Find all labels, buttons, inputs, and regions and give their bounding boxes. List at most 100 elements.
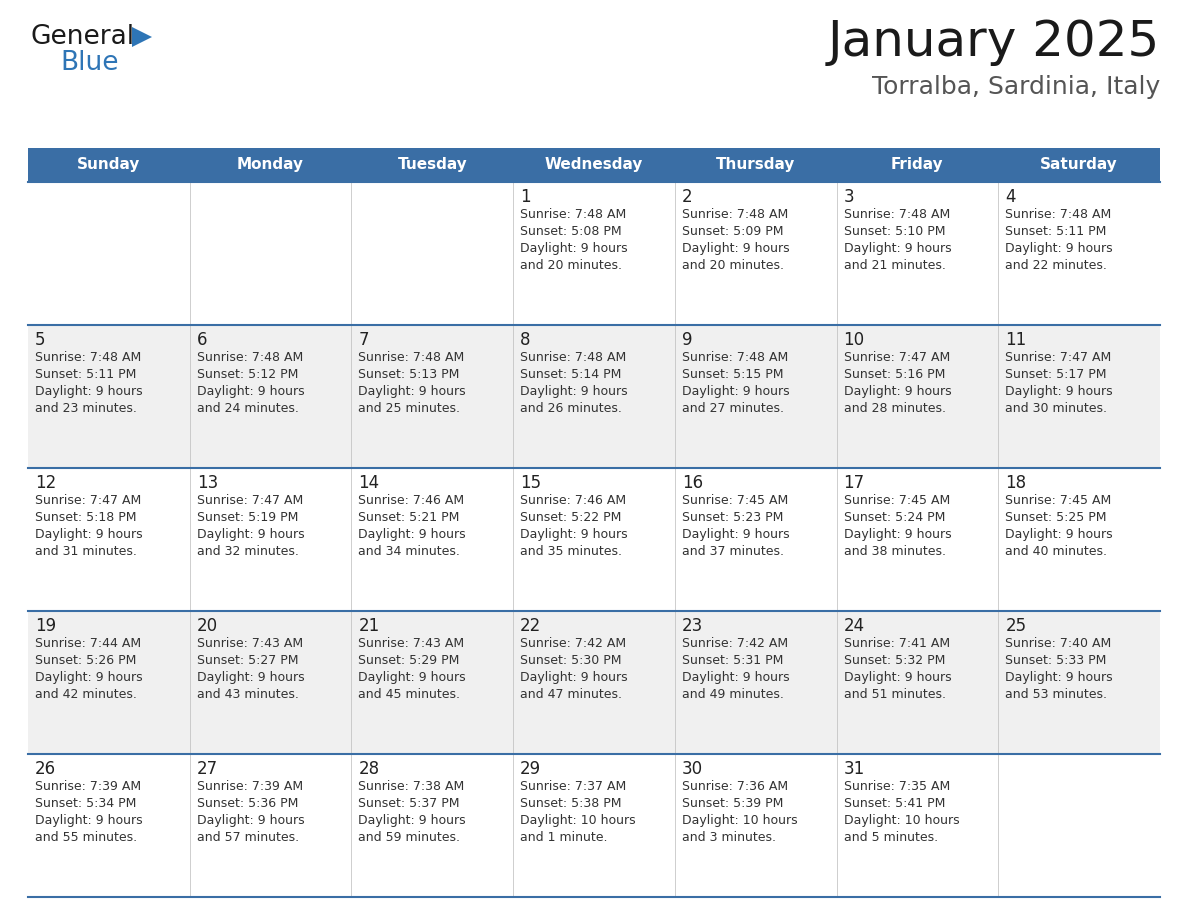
Text: and 40 minutes.: and 40 minutes.	[1005, 545, 1107, 558]
Text: and 3 minutes.: and 3 minutes.	[682, 831, 776, 844]
Text: Sunset: 5:34 PM: Sunset: 5:34 PM	[34, 797, 137, 810]
Text: 29: 29	[520, 760, 542, 778]
Text: Daylight: 9 hours: Daylight: 9 hours	[359, 528, 466, 541]
Text: Sunrise: 7:39 AM: Sunrise: 7:39 AM	[197, 780, 303, 793]
Text: Sunset: 5:11 PM: Sunset: 5:11 PM	[34, 368, 137, 381]
Text: 19: 19	[34, 617, 56, 635]
Text: and 47 minutes.: and 47 minutes.	[520, 688, 623, 701]
Text: Thursday: Thursday	[716, 158, 796, 173]
Text: Sunrise: 7:48 AM: Sunrise: 7:48 AM	[682, 351, 788, 364]
Text: 27: 27	[197, 760, 217, 778]
Text: Sunrise: 7:48 AM: Sunrise: 7:48 AM	[520, 208, 626, 221]
Text: Daylight: 9 hours: Daylight: 9 hours	[1005, 385, 1113, 398]
Text: Daylight: 9 hours: Daylight: 9 hours	[843, 385, 952, 398]
Text: and 45 minutes.: and 45 minutes.	[359, 688, 461, 701]
Text: Daylight: 9 hours: Daylight: 9 hours	[359, 671, 466, 684]
Text: Daylight: 9 hours: Daylight: 9 hours	[197, 671, 304, 684]
Text: January 2025: January 2025	[828, 18, 1159, 66]
Text: Sunrise: 7:47 AM: Sunrise: 7:47 AM	[843, 351, 950, 364]
Bar	[29, 182, 1159, 325]
Text: and 32 minutes.: and 32 minutes.	[197, 545, 298, 558]
Text: Sunrise: 7:48 AM: Sunrise: 7:48 AM	[197, 351, 303, 364]
Text: Saturday: Saturday	[1041, 158, 1118, 173]
Text: and 59 minutes.: and 59 minutes.	[359, 831, 461, 844]
Text: Daylight: 9 hours: Daylight: 9 hours	[34, 671, 143, 684]
Text: Sunrise: 7:45 AM: Sunrise: 7:45 AM	[1005, 494, 1112, 507]
Text: Sunrise: 7:48 AM: Sunrise: 7:48 AM	[682, 208, 788, 221]
Text: Daylight: 9 hours: Daylight: 9 hours	[1005, 242, 1113, 255]
Text: Sunset: 5:27 PM: Sunset: 5:27 PM	[197, 654, 298, 667]
Text: Daylight: 9 hours: Daylight: 9 hours	[520, 528, 627, 541]
Text: 13: 13	[197, 474, 217, 492]
Text: Daylight: 9 hours: Daylight: 9 hours	[197, 814, 304, 827]
Text: Torralba, Sardinia, Italy: Torralba, Sardinia, Italy	[872, 75, 1159, 99]
Text: and 27 minutes.: and 27 minutes.	[682, 402, 784, 415]
Text: Sunrise: 7:44 AM: Sunrise: 7:44 AM	[34, 637, 141, 650]
Bar	[29, 325, 1159, 468]
Text: Sunset: 5:29 PM: Sunset: 5:29 PM	[359, 654, 460, 667]
Text: Sunrise: 7:37 AM: Sunrise: 7:37 AM	[520, 780, 626, 793]
Text: 8: 8	[520, 331, 531, 349]
Text: Daylight: 9 hours: Daylight: 9 hours	[843, 242, 952, 255]
Text: Sunset: 5:24 PM: Sunset: 5:24 PM	[843, 511, 944, 524]
Text: Sunrise: 7:41 AM: Sunrise: 7:41 AM	[843, 637, 949, 650]
Text: 18: 18	[1005, 474, 1026, 492]
Text: Friday: Friday	[891, 158, 943, 173]
Text: Sunrise: 7:48 AM: Sunrise: 7:48 AM	[359, 351, 465, 364]
Text: Sunset: 5:30 PM: Sunset: 5:30 PM	[520, 654, 621, 667]
Text: 12: 12	[34, 474, 56, 492]
Text: and 38 minutes.: and 38 minutes.	[843, 545, 946, 558]
Text: Sunset: 5:16 PM: Sunset: 5:16 PM	[843, 368, 944, 381]
Text: Sunset: 5:15 PM: Sunset: 5:15 PM	[682, 368, 783, 381]
Text: Wednesday: Wednesday	[545, 158, 643, 173]
Text: Sunrise: 7:43 AM: Sunrise: 7:43 AM	[197, 637, 303, 650]
Text: Daylight: 9 hours: Daylight: 9 hours	[520, 242, 627, 255]
Text: and 49 minutes.: and 49 minutes.	[682, 688, 784, 701]
Text: Sunrise: 7:42 AM: Sunrise: 7:42 AM	[520, 637, 626, 650]
Text: 10: 10	[843, 331, 865, 349]
Text: Tuesday: Tuesday	[398, 158, 467, 173]
Text: Daylight: 9 hours: Daylight: 9 hours	[682, 671, 790, 684]
Text: Sunset: 5:41 PM: Sunset: 5:41 PM	[843, 797, 944, 810]
Text: Sunrise: 7:40 AM: Sunrise: 7:40 AM	[1005, 637, 1112, 650]
Text: and 43 minutes.: and 43 minutes.	[197, 688, 298, 701]
Text: Sunrise: 7:46 AM: Sunrise: 7:46 AM	[520, 494, 626, 507]
Text: Daylight: 9 hours: Daylight: 9 hours	[682, 242, 790, 255]
Text: Daylight: 9 hours: Daylight: 9 hours	[34, 528, 143, 541]
Text: General: General	[30, 24, 134, 50]
Text: Sunrise: 7:47 AM: Sunrise: 7:47 AM	[34, 494, 141, 507]
Text: Sunrise: 7:42 AM: Sunrise: 7:42 AM	[682, 637, 788, 650]
Text: Sunset: 5:13 PM: Sunset: 5:13 PM	[359, 368, 460, 381]
Text: Sunset: 5:26 PM: Sunset: 5:26 PM	[34, 654, 137, 667]
Text: 11: 11	[1005, 331, 1026, 349]
Text: 15: 15	[520, 474, 542, 492]
Text: Daylight: 9 hours: Daylight: 9 hours	[359, 814, 466, 827]
Text: 9: 9	[682, 331, 693, 349]
Text: 4: 4	[1005, 188, 1016, 206]
Text: Daylight: 9 hours: Daylight: 9 hours	[1005, 671, 1113, 684]
Text: 20: 20	[197, 617, 217, 635]
Bar	[29, 148, 1159, 182]
Text: Sunrise: 7:48 AM: Sunrise: 7:48 AM	[34, 351, 141, 364]
Text: and 22 minutes.: and 22 minutes.	[1005, 259, 1107, 272]
Text: and 31 minutes.: and 31 minutes.	[34, 545, 137, 558]
Bar	[29, 468, 1159, 611]
Text: Sunrise: 7:45 AM: Sunrise: 7:45 AM	[843, 494, 950, 507]
Text: Sunrise: 7:47 AM: Sunrise: 7:47 AM	[1005, 351, 1112, 364]
Text: Sunset: 5:37 PM: Sunset: 5:37 PM	[359, 797, 460, 810]
Text: 7: 7	[359, 331, 369, 349]
Text: Sunset: 5:21 PM: Sunset: 5:21 PM	[359, 511, 460, 524]
Text: and 20 minutes.: and 20 minutes.	[520, 259, 623, 272]
Text: and 34 minutes.: and 34 minutes.	[359, 545, 460, 558]
Text: Sunset: 5:32 PM: Sunset: 5:32 PM	[843, 654, 944, 667]
Text: 17: 17	[843, 474, 865, 492]
Text: and 21 minutes.: and 21 minutes.	[843, 259, 946, 272]
Text: Sunset: 5:19 PM: Sunset: 5:19 PM	[197, 511, 298, 524]
Text: Sunset: 5:23 PM: Sunset: 5:23 PM	[682, 511, 783, 524]
Text: and 25 minutes.: and 25 minutes.	[359, 402, 461, 415]
Text: 26: 26	[34, 760, 56, 778]
Text: Sunset: 5:39 PM: Sunset: 5:39 PM	[682, 797, 783, 810]
Text: Sunrise: 7:48 AM: Sunrise: 7:48 AM	[843, 208, 950, 221]
Text: Blue: Blue	[61, 50, 119, 76]
Text: Monday: Monday	[238, 158, 304, 173]
